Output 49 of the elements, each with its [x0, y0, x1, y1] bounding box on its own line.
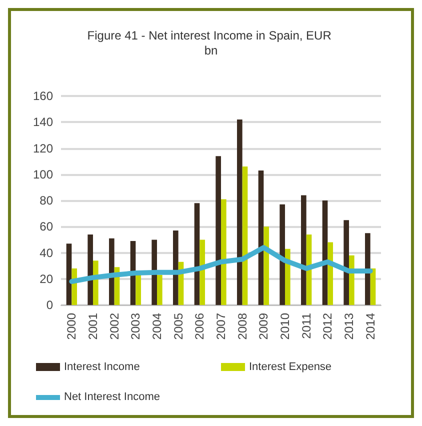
bar	[200, 240, 205, 305]
y-tick-label: 20	[40, 272, 54, 286]
bar	[344, 220, 349, 305]
x-tick-label: 2000	[64, 312, 79, 340]
bar	[258, 170, 264, 305]
x-tick-label: 2004	[150, 312, 164, 340]
x-tick-label: 2011	[299, 312, 314, 339]
y-tick-label: 0	[46, 298, 54, 312]
bar	[216, 156, 221, 305]
bar	[88, 234, 93, 305]
bar	[173, 230, 178, 305]
x-tick-label: 2012	[320, 312, 335, 340]
bar	[328, 242, 333, 305]
bar	[280, 204, 285, 305]
chart-title: Figure 41 - Net interest Income in Spain, EUR bn	[87, 28, 335, 58]
y-tick-label: 60	[40, 220, 54, 234]
x-tick-label: 2005	[171, 312, 186, 340]
bar	[136, 274, 141, 305]
bar	[66, 244, 72, 305]
bar	[157, 274, 162, 305]
y-tick-label: 120	[32, 141, 54, 156]
x-tick-label: 2007	[214, 312, 228, 340]
x-tick-label: 2010	[278, 312, 292, 340]
bar	[237, 120, 242, 305]
x-tick-label: 2008	[235, 312, 250, 340]
bar	[285, 248, 290, 305]
x-tick-label: 2013	[342, 312, 356, 340]
x-tick-label: 2003	[128, 312, 143, 340]
bar	[242, 166, 248, 305]
bar	[349, 255, 354, 305]
bar	[221, 199, 226, 305]
bar	[152, 240, 157, 305]
x-tick-label: 2014	[363, 312, 378, 340]
y-tick-label: 100	[32, 167, 54, 182]
bar	[365, 233, 370, 305]
y-tick-label: 160	[32, 89, 54, 103]
x-tick-label: 2006	[192, 312, 207, 340]
bar	[301, 195, 306, 305]
legend-label: Interest Expense	[249, 361, 332, 373]
legend-label: Interest Income	[64, 361, 140, 373]
bar	[264, 226, 269, 305]
x-tick-label: 2002	[107, 312, 122, 340]
y-tick-label: 80	[40, 194, 54, 208]
x-tick-label: 2009	[256, 312, 271, 340]
y-tick-label: 140	[32, 115, 54, 130]
bar	[109, 238, 114, 305]
legend-label: Net Interest Income	[64, 391, 160, 403]
x-tick-label: 2001	[86, 312, 100, 340]
y-tick-label: 40	[40, 246, 54, 260]
